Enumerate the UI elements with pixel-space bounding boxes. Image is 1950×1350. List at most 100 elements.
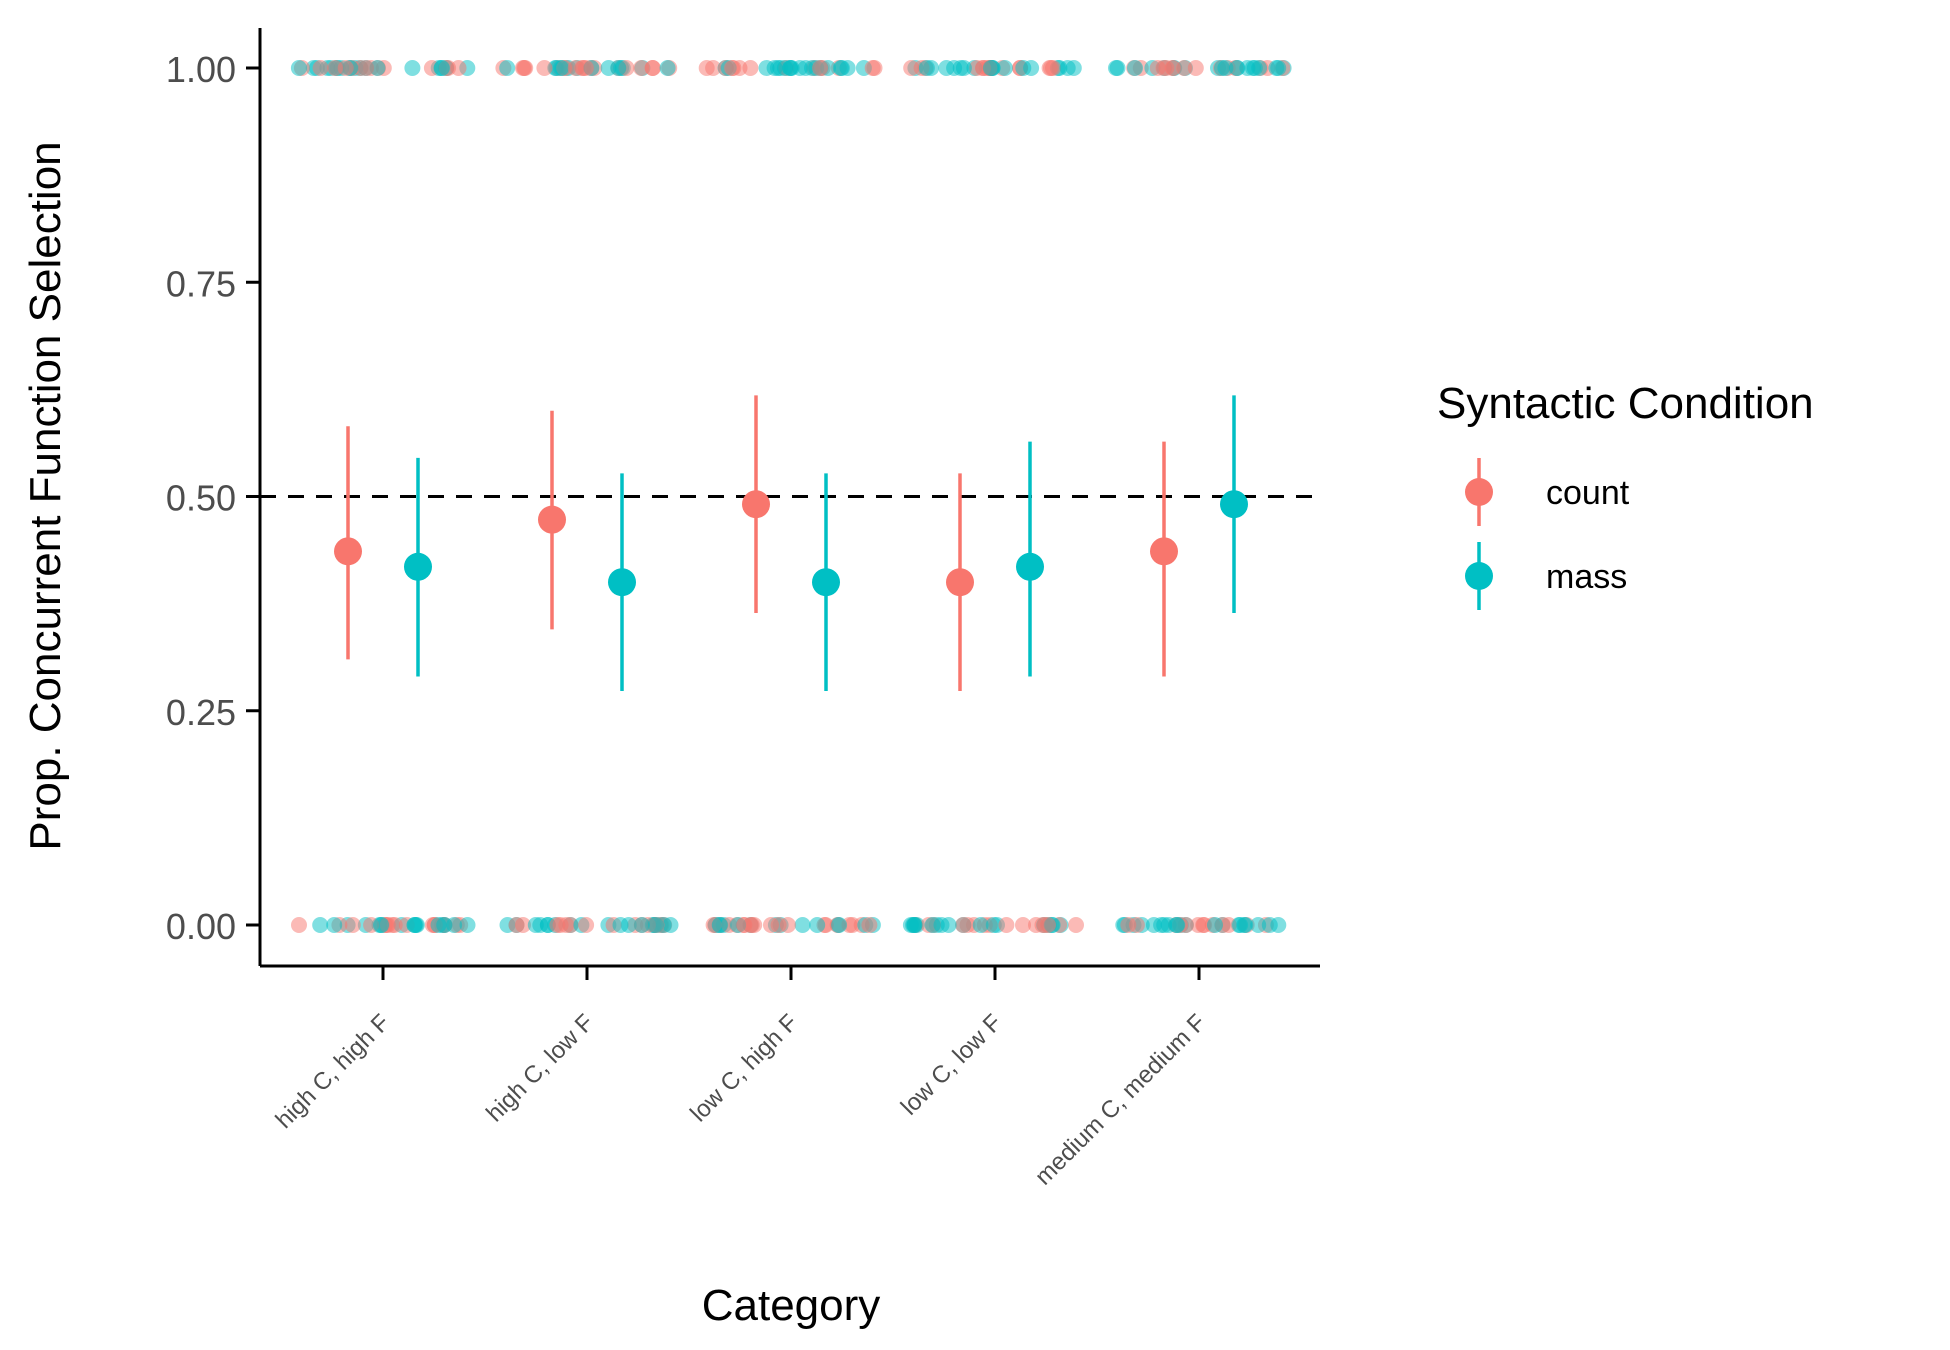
legend: Syntactic Condition count mass: [1437, 379, 1814, 610]
raw-point: [369, 60, 386, 76]
raw-point: [291, 917, 307, 933]
mean-point-count: [538, 505, 566, 534]
raw-point: [794, 917, 811, 933]
raw-point: [1153, 917, 1170, 933]
raw-point: [517, 60, 534, 76]
raw-point: [433, 60, 450, 76]
raw-point: [724, 60, 741, 76]
raw-point: [1059, 60, 1076, 76]
raw-point: [1015, 60, 1032, 76]
raw-point: [982, 60, 999, 76]
raw-point: [659, 60, 676, 76]
raw-point: [536, 60, 553, 76]
raw-point: [532, 917, 549, 933]
raw-point: [766, 60, 783, 76]
mean-point-mass: [404, 552, 432, 581]
raw-point: [742, 60, 759, 76]
raw-point: [358, 60, 375, 76]
raw-point: [1015, 917, 1031, 933]
legend-label-count: count: [1546, 474, 1630, 512]
x-ticks: high C, high F high C, low F low C, high F…: [270, 966, 1211, 1190]
raw-point: [633, 60, 650, 76]
raw-point: [698, 60, 715, 76]
y-tick-label: 0.00: [166, 906, 236, 947]
raw-point: [972, 917, 989, 933]
raw-point: [839, 60, 856, 76]
raw-point: [450, 60, 467, 76]
raw-point: [1168, 917, 1185, 933]
raw-point: [567, 60, 584, 76]
mean-point-count: [1150, 537, 1178, 566]
raw-point: [903, 60, 920, 76]
raw-point: [326, 917, 343, 933]
raw-point: [633, 917, 650, 933]
raw-point: [1043, 60, 1059, 76]
raw-point: [373, 917, 389, 933]
raw-point: [1207, 917, 1223, 933]
raw-point: [648, 917, 664, 933]
raw-point: [1250, 917, 1267, 933]
raw-point: [1164, 60, 1181, 76]
raw-point: [1068, 917, 1084, 933]
y-axis-title: Prop. Concurrent Function Selection: [21, 141, 70, 850]
raw-point: [406, 917, 423, 933]
y-tick-label: 0.50: [166, 478, 236, 519]
x-tick-label: low C, high F: [685, 1009, 803, 1127]
raw-point: [985, 917, 1002, 933]
raw-point: [1176, 60, 1193, 76]
legend-title: Syntactic Condition: [1437, 379, 1814, 428]
raw-point: [446, 917, 463, 933]
mean-point-count: [742, 490, 770, 519]
raw-point: [404, 60, 421, 76]
raw-point: [549, 917, 566, 933]
raw-point: [924, 917, 941, 933]
raw-point: [552, 60, 569, 76]
raw-point: [344, 917, 361, 933]
raw-point: [996, 60, 1013, 76]
raw-point: [1128, 917, 1145, 933]
mean-point-mass: [1016, 552, 1044, 581]
error-bars-layer: [334, 395, 1248, 692]
raw-point: [459, 917, 476, 933]
raw-point: [940, 917, 957, 933]
x-tick-label: high C, low F: [481, 1009, 599, 1127]
raw-point: [736, 917, 753, 933]
x-axis-title: Category: [702, 1281, 881, 1330]
mean-point-count: [946, 568, 974, 597]
raw-point: [1229, 60, 1246, 76]
y-tick-label: 1.00: [166, 49, 236, 90]
x-tick-label: high C, high F: [270, 1009, 395, 1134]
raw-point: [969, 60, 985, 76]
raw-point: [644, 60, 661, 76]
raw-point: [1237, 917, 1254, 933]
y-ticks: 0.00 0.25 0.50 0.75 1.00: [166, 49, 260, 947]
raw-point: [1127, 60, 1143, 76]
legend-entries: count mass: [1465, 458, 1630, 610]
raw-point: [508, 917, 525, 933]
mean-point-count: [334, 537, 362, 566]
raw-point: [861, 917, 878, 933]
raw-point: [864, 60, 881, 76]
raw-point: [578, 917, 595, 933]
raw-point: [770, 917, 787, 933]
raw-point: [312, 917, 329, 933]
raw-point: [327, 60, 344, 76]
raw-point: [998, 917, 1015, 933]
raw-point: [711, 917, 728, 933]
mean-point-mass: [812, 568, 840, 597]
y-tick-label: 0.75: [166, 263, 236, 304]
raw-points-layer: [290, 60, 1292, 933]
raw-point: [1268, 60, 1285, 76]
x-tick-label: medium C, medium F: [1030, 1009, 1211, 1190]
raw-point: [1187, 60, 1204, 76]
raw-point: [312, 60, 329, 76]
raw-point: [1108, 60, 1124, 76]
raw-point: [1214, 60, 1230, 76]
raw-point: [290, 60, 307, 76]
legend-key-point-mass: [1465, 562, 1493, 590]
legend-key-point-count: [1465, 478, 1493, 506]
mean-point-mass: [1220, 490, 1248, 519]
raw-point: [809, 917, 826, 933]
